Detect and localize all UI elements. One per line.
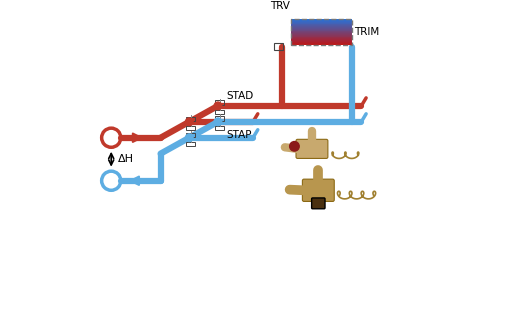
Bar [291,19,351,45]
FancyBboxPatch shape [295,139,327,158]
Bar [291,42,351,43]
Bar [186,133,195,137]
Bar [291,43,351,44]
Bar [214,116,224,121]
Bar [291,19,351,20]
FancyBboxPatch shape [302,179,334,201]
Circle shape [289,142,298,151]
Bar [291,32,351,33]
Bar [291,22,351,23]
Bar [291,21,351,22]
Bar [291,36,351,37]
Text: STAP: STAP [225,130,251,140]
Bar [291,26,351,27]
Bar [214,110,224,114]
Bar [186,126,195,130]
Text: TRV: TRV [270,1,289,11]
Text: STAD: STAD [225,91,252,101]
Bar [291,27,351,28]
Bar [214,126,224,131]
Circle shape [214,102,221,110]
Circle shape [185,118,193,126]
Bar [186,117,195,121]
Text: ΔH: ΔH [118,154,134,164]
Bar [291,29,351,30]
Bar [291,39,351,40]
Bar [291,38,351,39]
Bar [291,37,351,38]
Text: TRIM: TRIM [354,27,379,37]
Bar [291,20,351,21]
Bar [214,100,224,105]
Bar [273,43,282,50]
Bar [291,30,351,31]
Bar [291,31,351,32]
Circle shape [185,134,193,142]
Bar [291,23,351,24]
Bar [291,34,351,35]
Bar [291,35,351,36]
Bar [186,142,195,146]
Bar [291,28,351,29]
Bar [291,40,351,41]
FancyBboxPatch shape [311,198,324,209]
Bar [291,44,351,45]
Circle shape [214,118,221,126]
Bar [291,25,351,26]
Bar [291,33,351,34]
Bar [291,24,351,25]
Bar [291,41,351,42]
